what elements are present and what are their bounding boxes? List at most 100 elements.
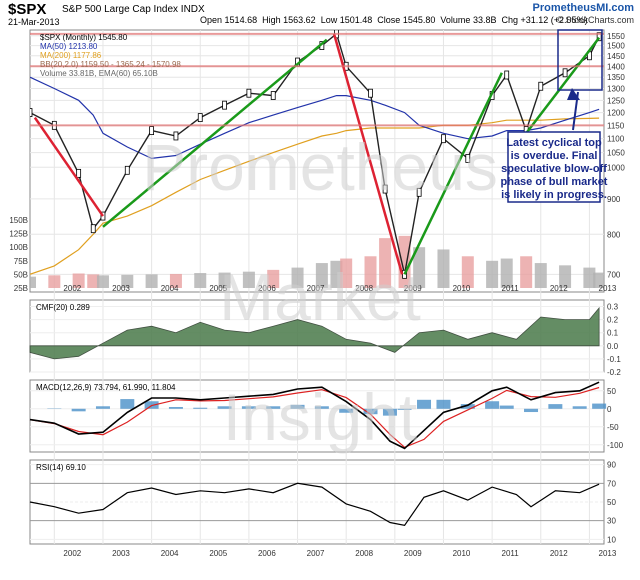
volume-bar — [315, 263, 328, 288]
site-link[interactable]: PrometheusMI.com — [532, 2, 634, 14]
y-tick-label: 1300 — [607, 85, 625, 94]
y-tick-label: 90 — [607, 461, 616, 470]
y-tick-label: 0.0 — [607, 342, 619, 351]
x-tick-label: 2004 — [161, 284, 179, 293]
volume-bar — [534, 263, 547, 288]
x-tick-label: 2006 — [258, 284, 276, 293]
x-tick-label: 2003 — [112, 549, 130, 558]
macd-histogram-bar — [266, 406, 281, 409]
arrow-head — [567, 88, 580, 100]
volume-bar — [145, 274, 158, 288]
y-tick-label: 0.2 — [607, 316, 619, 325]
x-tick-label: 2003 — [112, 284, 130, 293]
y-tick-label: 0.3 — [607, 303, 619, 312]
annotation-text: Latest cyclical top is overdue. Final sp… — [501, 137, 608, 201]
legend-entry: BB(20,2.0) 1159.50 - 1365.24 - 1570.98 — [40, 60, 181, 69]
y-tick-label: 50 — [607, 498, 616, 507]
price-point — [30, 108, 33, 117]
macd-panel — [29, 379, 605, 453]
y-tick-label: 70 — [607, 479, 616, 488]
macd-histogram-bar — [217, 406, 232, 409]
volume-bar — [461, 256, 474, 288]
highlight-box — [557, 29, 603, 91]
cmf-area — [29, 306, 600, 360]
y-tick-label: 50 — [607, 387, 616, 396]
panel-label: MACD(12,26,9) 73.794, 61.990, 11.804 — [36, 383, 176, 392]
annotation-box — [507, 131, 601, 203]
x-tick-label: 2006 — [258, 549, 276, 558]
y-tick-label: 1550 — [607, 32, 625, 41]
instrument-name: S&P 500 Large Cap Index INDX — [62, 4, 205, 15]
x-tick-label: 2013 — [599, 549, 617, 558]
x-tick-label: 2002 — [63, 549, 81, 558]
volume-bar — [364, 256, 377, 288]
panel-label: CMF(20) 0.289 — [36, 303, 90, 312]
volume-bar — [520, 256, 533, 288]
macd-histogram-bar — [95, 406, 110, 409]
macd-histogram-bar — [572, 406, 587, 409]
annotation-line: is likely in progress. — [501, 189, 607, 201]
y-tick-label: -100 — [607, 441, 624, 450]
y-tick-label: 1400 — [607, 62, 625, 71]
y-tick-label: 1050 — [607, 149, 625, 158]
y-tick-label: -0.1 — [607, 355, 621, 364]
watermark-line-1: Prometheus — [142, 130, 498, 204]
macd-histogram-bar — [417, 399, 432, 409]
trend-line — [525, 36, 601, 135]
volume-bar — [194, 273, 207, 288]
price-point — [538, 81, 544, 91]
macd-line — [29, 381, 600, 450]
macd-histogram-bar — [168, 407, 183, 409]
volume-bar — [169, 273, 182, 288]
macd-histogram-bar — [592, 403, 607, 409]
y-tick-label: 1000 — [607, 163, 625, 172]
x-tick-label: 2012 — [550, 284, 568, 293]
legend-entry: MA(50) 1213.80 — [40, 42, 98, 51]
trend-line — [403, 72, 503, 275]
x-tick-label: 2002 — [63, 284, 81, 293]
y-tick-label: 0.1 — [607, 329, 619, 338]
macd-histogram-bar — [460, 404, 475, 409]
price-point — [270, 91, 276, 100]
macd-histogram-bar — [290, 404, 305, 409]
price-point — [76, 168, 82, 178]
x-tick-label: 2004 — [161, 549, 179, 558]
price-point — [368, 88, 373, 98]
volume-bar — [291, 267, 304, 288]
price-point — [596, 32, 602, 42]
volume-bar — [437, 249, 450, 288]
x-tick-label: 2009 — [404, 549, 422, 558]
quote-date: 21-Mar-2013 — [8, 17, 60, 27]
y-tick-label: 30 — [607, 517, 616, 526]
price-point — [246, 88, 252, 98]
price-point — [465, 154, 471, 163]
volume-bar — [413, 247, 426, 288]
volume-tick-label: 125B — [9, 230, 28, 239]
volume-bar — [559, 265, 572, 288]
x-tick-label: 2012 — [550, 549, 568, 558]
y-tick-label: -50 — [607, 423, 619, 432]
x-tick-label: 2005 — [209, 284, 227, 293]
macd-histogram-bar — [363, 408, 378, 415]
x-tick-label: 2013 — [599, 284, 617, 293]
volume-tick-label: 100B — [9, 243, 28, 252]
macd-histogram-bar — [382, 408, 397, 416]
volume-tick-label: 150B — [9, 216, 28, 225]
price-point — [416, 187, 422, 197]
ma50-line — [30, 76, 600, 160]
y-tick-label: 0 — [607, 405, 612, 414]
macd-histogram-bar — [397, 408, 412, 410]
price-point — [124, 165, 130, 175]
trend-line — [332, 33, 404, 275]
volume-tick-label: 25B — [14, 284, 28, 293]
price-point — [441, 134, 446, 144]
volume-bar — [267, 269, 280, 288]
x-tick-label: 2007 — [307, 284, 325, 293]
macd-histogram-bar — [339, 408, 354, 413]
y-tick-label: 1100 — [607, 135, 625, 144]
annotation-line: phase of bull market — [501, 176, 608, 188]
macd-histogram-bar — [314, 406, 329, 409]
macd-histogram-bar — [524, 408, 539, 413]
legend-entry: MA(200) 1177.86 — [40, 51, 102, 60]
